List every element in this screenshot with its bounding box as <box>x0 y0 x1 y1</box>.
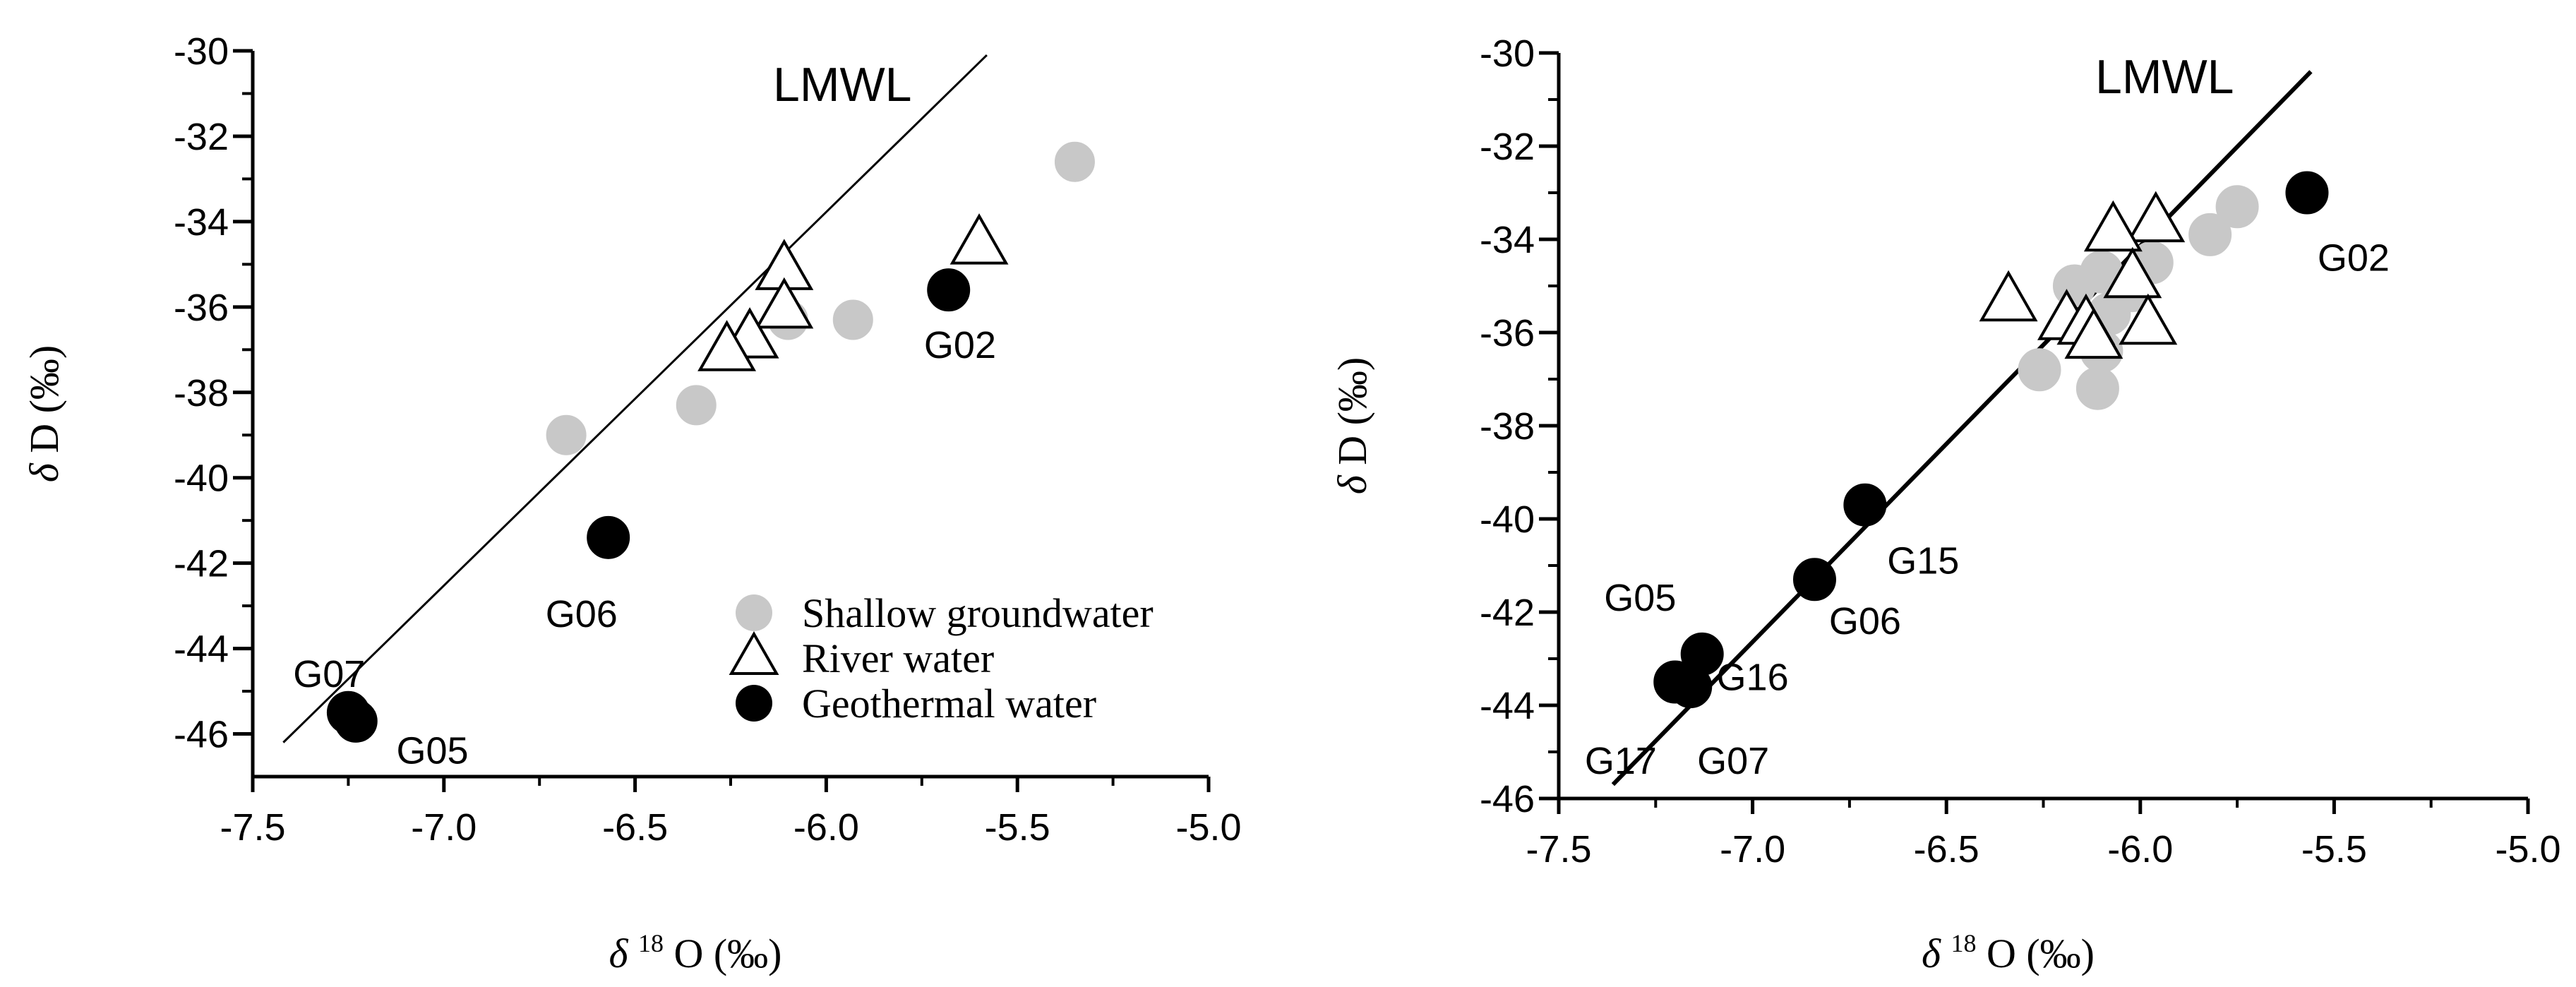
sample-label: G06 <box>1829 600 1901 642</box>
sample-label: G07 <box>1697 740 1769 782</box>
right-scatter-plot: -7.5 -7.0 -6.5 -6.0 -5.5 -5.0 -46 -44 -42 -40 -38 -… <box>1329 32 2561 976</box>
shallow-groundwater-point <box>2188 213 2232 256</box>
y-tick-label: -30 <box>174 30 229 73</box>
sample-label: G05 <box>397 730 469 772</box>
lmwl-label: LMWL <box>773 58 911 112</box>
sample-label: G02 <box>924 324 996 366</box>
y-tick-label: -42 <box>1480 592 1535 634</box>
lmwl-line <box>282 54 988 743</box>
y-tick-label: -34 <box>174 201 229 244</box>
river-water-point <box>1979 270 2038 322</box>
shallow-groundwater-point <box>832 299 873 340</box>
shallow-groundwater-point <box>546 414 587 455</box>
y-axis-title: δ D (‰) <box>1329 357 1375 494</box>
geothermal-water-point <box>2285 171 2329 215</box>
legend-entry-label: Geothermal water <box>802 681 1096 726</box>
y-tick-label: -32 <box>1480 126 1535 168</box>
geothermal-water-point <box>1669 665 1713 709</box>
river-water-point <box>2126 191 2186 243</box>
y-tick-label: -40 <box>174 457 229 500</box>
y-tick-label: -30 <box>1480 32 1535 75</box>
lmwl-label: LMWL <box>2095 50 2234 104</box>
left-scatter-plot: -7.5 -7.0 -6.5 -6.0 -5.5 -5.0 -46 -44 -42 -40 -38 -… <box>21 30 1242 976</box>
geothermal-water-point <box>587 515 630 559</box>
sample-label: G16 <box>1717 656 1789 698</box>
y-tick-label: -46 <box>174 714 229 756</box>
legend-swatch-geothermal-water <box>736 685 772 722</box>
x-tick-label: -6.0 <box>2107 828 2173 871</box>
river-water-point <box>697 320 757 371</box>
shallow-groundwater-point <box>2215 185 2259 229</box>
river-water-point <box>949 213 1009 265</box>
legend-swatch-shallow-groundwater <box>736 594 772 631</box>
y-tick-label: -46 <box>1480 778 1535 820</box>
y-tick-label: -42 <box>174 543 229 585</box>
lmwl-line <box>1611 70 2313 786</box>
x-tick-label: -5.0 <box>1175 806 1241 849</box>
sample-label: G15 <box>1887 539 1959 582</box>
river-water-point <box>2064 307 2123 359</box>
y-tick-label: -44 <box>174 628 229 671</box>
shallow-groundwater-point <box>2075 366 2119 410</box>
x-tick-label: -6.5 <box>1914 828 1979 871</box>
y-tick-label: -40 <box>1480 498 1535 541</box>
shallow-groundwater-point <box>1054 141 1095 182</box>
x-tick-label: -7.5 <box>1526 828 1591 871</box>
geothermal-water-point <box>927 268 971 312</box>
sample-label: G05 <box>1604 577 1676 619</box>
river-water-point <box>2119 293 2178 345</box>
x-tick-label: -5.5 <box>985 806 1050 849</box>
x-tick-label: -7.0 <box>1720 828 1785 871</box>
y-tick-label: -38 <box>174 372 229 414</box>
geothermal-water-point <box>1792 558 1836 602</box>
geothermal-water-point <box>1843 483 1887 527</box>
x-axis-title: δ 18 O (‰) <box>1922 929 2095 976</box>
legend-swatch-river-water <box>729 630 779 675</box>
shallow-groundwater-point <box>676 385 717 426</box>
legend-entry-label: Shallow groundwater <box>802 590 1154 636</box>
sample-label: G06 <box>546 593 618 635</box>
x-tick-label: -7.5 <box>220 806 285 849</box>
y-tick-label: -36 <box>1480 312 1535 354</box>
y-tick-label: -34 <box>1480 219 1535 261</box>
river-water-point <box>755 277 814 329</box>
y-tick-label: -44 <box>1480 685 1535 727</box>
geothermal-water-point <box>334 699 378 743</box>
sample-label: G02 <box>2318 237 2390 279</box>
x-tick-label: -6.5 <box>602 806 668 849</box>
y-tick-label: -36 <box>174 287 229 329</box>
x-tick-label: -7.0 <box>411 806 477 849</box>
river-water-point <box>2103 246 2162 299</box>
river-water-point <box>2083 200 2143 252</box>
x-tick-label: -6.0 <box>793 806 859 849</box>
x-tick-label: -5.5 <box>2301 828 2367 871</box>
y-axis-title: δ D (‰) <box>21 345 67 482</box>
shallow-groundwater-point <box>2018 348 2061 392</box>
x-tick-label: -5.0 <box>2495 828 2560 871</box>
sample-label: G17 <box>1585 740 1657 782</box>
x-axis-title: δ 18 O (‰) <box>609 929 782 976</box>
y-tick-label: -38 <box>1480 405 1535 448</box>
legend-entry-label: River water <box>802 635 994 681</box>
y-tick-label: -32 <box>174 116 229 158</box>
sample-label: G07 <box>293 653 365 695</box>
